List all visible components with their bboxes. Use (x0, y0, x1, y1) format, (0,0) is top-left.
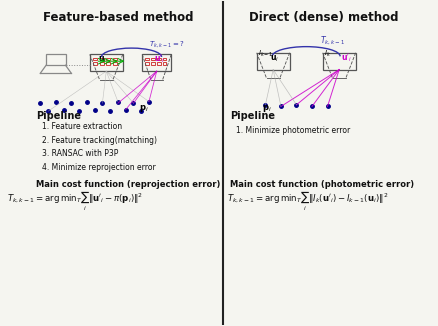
Text: $\mathbf{p}_i$: $\mathbf{p}_i$ (139, 103, 148, 114)
Text: Pipeline: Pipeline (36, 111, 81, 121)
Text: 2. Feature tracking(matching): 2. Feature tracking(matching) (42, 136, 157, 145)
Text: $I_k$: $I_k$ (324, 48, 331, 59)
Text: $\mathbf{p}_i$: $\mathbf{p}_i$ (261, 103, 271, 114)
Text: 1. Feature extraction: 1. Feature extraction (42, 122, 122, 131)
Text: 4. Minimize reprojection error: 4. Minimize reprojection error (42, 163, 155, 172)
Text: $\mathbf{u}_i$: $\mathbf{u}_i$ (98, 54, 106, 65)
Text: Main cost function (reprojection error): Main cost function (reprojection error) (36, 180, 220, 189)
Text: $T_{k,k-1} = \mathrm{arg\,min}_{T}\sum_{i}\|\mathbf{u}'_i - \pi(\mathbf{p}_i)\|^: $T_{k,k-1} = \mathrm{arg\,min}_{T}\sum_{… (7, 189, 143, 213)
Text: Main cost function (photometric error): Main cost function (photometric error) (230, 180, 413, 189)
Text: $\mathbf{u}'_i$: $\mathbf{u}'_i$ (340, 52, 351, 64)
Text: 1. Minimize photometric error: 1. Minimize photometric error (236, 126, 350, 135)
Text: $I_{k-1}$: $I_{k-1}$ (258, 48, 273, 59)
Text: 3. RANSAC with P3P: 3. RANSAC with P3P (42, 149, 118, 158)
Text: $\mathbf{u}'_i$: $\mathbf{u}'_i$ (153, 52, 164, 65)
Text: Feature-based method: Feature-based method (42, 11, 193, 24)
Text: $T_{k,k-1}$: $T_{k,k-1}$ (319, 35, 344, 47)
Text: $\mathbf{u}_i$: $\mathbf{u}_i$ (269, 53, 279, 64)
Text: Pipeline: Pipeline (230, 111, 275, 121)
Text: $T_{k,k-1}=?$: $T_{k,k-1}=?$ (148, 39, 184, 50)
Text: Direct (dense) method: Direct (dense) method (248, 11, 397, 24)
Text: $T_{k,k-1} = \mathrm{arg\,min}_{T}\sum_{i}\|I_k(\mathbf{u}'_i) - I_{k-1}(\mathbf: $T_{k,k-1} = \mathrm{arg\,min}_{T}\sum_{… (227, 189, 388, 213)
